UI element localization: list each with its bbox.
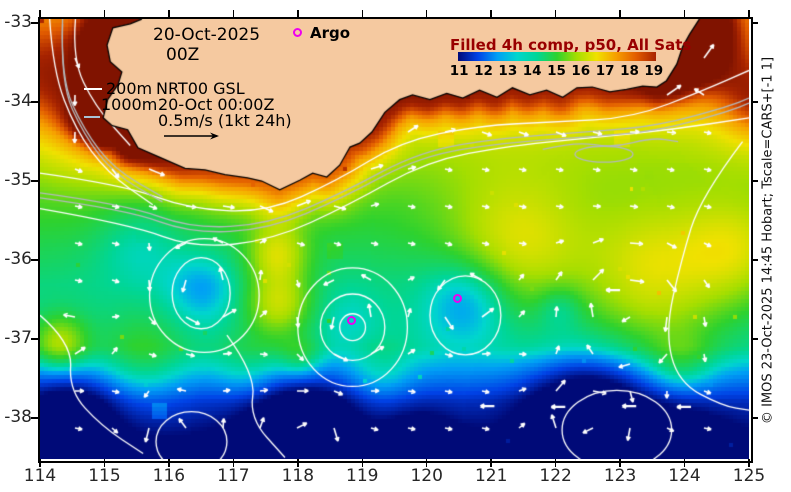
model-label: NRT00 GSL bbox=[156, 79, 245, 98]
y-tick-label: -38 bbox=[4, 407, 32, 428]
colorbar-title: Filled 4h comp, p50, All Sats bbox=[450, 36, 692, 54]
contour-200m-label: 200m bbox=[106, 79, 153, 98]
axis-tick bbox=[103, 459, 106, 467]
vector-scale-arrow-icon bbox=[164, 132, 219, 140]
x-tick-label: 119 bbox=[346, 466, 379, 486]
axis-tick bbox=[297, 459, 299, 467]
axis-tick bbox=[748, 459, 750, 467]
axis-tick bbox=[554, 10, 557, 17]
y-tick-label: -33 bbox=[4, 12, 32, 33]
axis-tick bbox=[751, 259, 758, 261]
axis-tick bbox=[748, 10, 750, 17]
axis-tick bbox=[490, 459, 492, 467]
map-date: 20-Oct-2025 bbox=[153, 25, 261, 45]
argo-legend-label: Argo bbox=[310, 24, 351, 42]
colorbar-tick-label: 17 bbox=[595, 63, 615, 79]
x-tick-label: 114 bbox=[23, 466, 57, 486]
contour-1000m-sample-line bbox=[84, 116, 100, 118]
map-canvas[interactable] bbox=[40, 19, 749, 459]
x-tick-label: 125 bbox=[732, 466, 766, 486]
axis-tick bbox=[425, 10, 428, 17]
argo-legend-icon bbox=[293, 28, 302, 37]
axis-tick bbox=[554, 459, 557, 467]
axis-tick bbox=[232, 459, 235, 467]
x-tick-label: 115 bbox=[88, 466, 121, 486]
y-tick-label: -35 bbox=[4, 170, 32, 191]
axis-tick bbox=[31, 180, 38, 182]
axis-tick bbox=[31, 101, 38, 103]
colorbar-tick-labels: 11 12 13 14 15 16 17 18 19 bbox=[447, 63, 666, 79]
axis-tick bbox=[232, 10, 235, 17]
x-tick-label: 123 bbox=[603, 466, 637, 486]
colorbar-tick-label: 14 bbox=[522, 63, 542, 79]
credit-text: © IMOS 23-Oct-2025 14:45 Hobart; Tscale=… bbox=[760, 56, 776, 425]
axis-tick bbox=[490, 10, 492, 17]
axis-tick bbox=[361, 459, 364, 467]
colorbar-tick-label: 15 bbox=[547, 63, 566, 79]
axis-tick bbox=[425, 459, 428, 467]
valid-time-label: 20-Oct 00:00Z bbox=[158, 95, 275, 114]
x-tick-label: 121 bbox=[474, 466, 508, 486]
colorbar-tick-label: 16 bbox=[571, 63, 591, 79]
vector-scale-label: 0.5m/s (1kt 24h) bbox=[158, 111, 292, 130]
x-tick-label: 118 bbox=[281, 466, 315, 486]
colorbar-tick-label: 11 bbox=[449, 63, 469, 79]
axis-tick bbox=[751, 22, 758, 24]
axis-tick bbox=[751, 338, 758, 340]
y-tick-label: -36 bbox=[4, 249, 32, 270]
colorbar-gradient bbox=[458, 52, 656, 61]
map-hour: 00Z bbox=[166, 45, 200, 65]
x-tick-label: 124 bbox=[668, 466, 701, 486]
x-tick-label: 120 bbox=[410, 466, 443, 486]
axis-tick bbox=[103, 10, 106, 17]
x-tick-label: 122 bbox=[539, 466, 572, 486]
axis-tick bbox=[168, 10, 170, 17]
contour-1000m-label: 1000m bbox=[101, 95, 158, 114]
axis-tick bbox=[168, 459, 170, 467]
axis-tick bbox=[39, 459, 41, 467]
axis-tick bbox=[751, 417, 758, 419]
y-tick-label: -34 bbox=[4, 91, 32, 112]
colorbar-tick-label: 12 bbox=[474, 63, 493, 79]
axis-tick bbox=[683, 459, 686, 467]
axis-tick bbox=[39, 10, 41, 17]
contour-200m-sample-line bbox=[84, 88, 102, 90]
axis-tick bbox=[683, 10, 686, 17]
y-tick-label: -37 bbox=[4, 328, 32, 349]
colorbar-tick-label: 19 bbox=[644, 63, 664, 79]
x-tick-label: 117 bbox=[217, 466, 250, 486]
colorbar-tick-label: 13 bbox=[498, 63, 518, 79]
axis-tick bbox=[751, 101, 758, 103]
axis-tick bbox=[31, 338, 38, 340]
axis-tick bbox=[619, 459, 621, 467]
axis-tick bbox=[31, 259, 38, 261]
axis-tick bbox=[297, 10, 299, 17]
argo-float-marker bbox=[347, 315, 357, 325]
axis-tick bbox=[619, 10, 621, 17]
colorbar-tick-label: 18 bbox=[620, 63, 639, 79]
x-tick-label: 116 bbox=[152, 466, 186, 486]
axis-tick bbox=[31, 22, 38, 24]
axis-tick bbox=[751, 180, 758, 182]
axis-tick bbox=[361, 10, 364, 17]
axis-tick bbox=[31, 417, 38, 419]
argo-float-marker bbox=[453, 294, 463, 304]
